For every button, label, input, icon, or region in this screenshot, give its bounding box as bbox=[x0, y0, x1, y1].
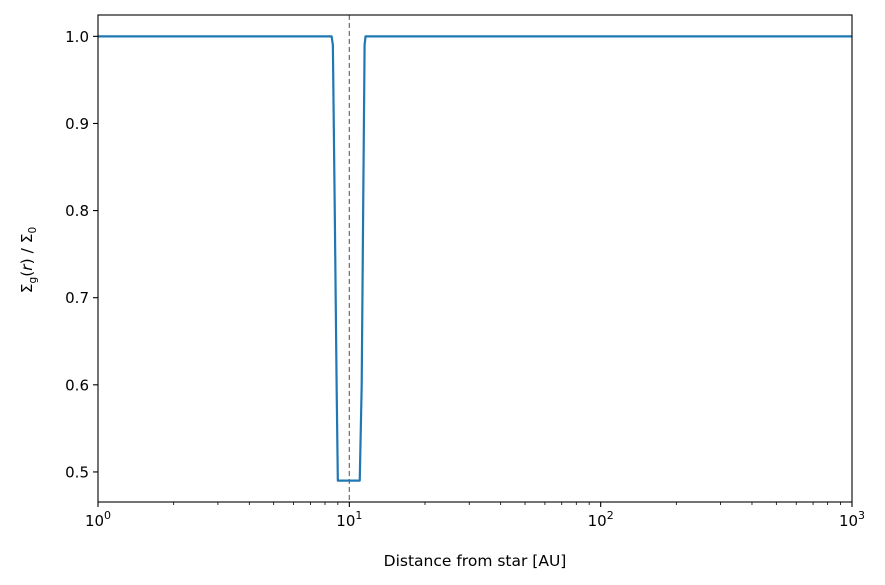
y-axis-label: Σg(r) / Σ0 bbox=[18, 227, 39, 294]
axes: 0.5 0.6 0.7 0.8 0.9 1.0 100 101 102 103 bbox=[65, 14, 865, 530]
plot-marks bbox=[98, 15, 852, 502]
y-tick-label: 1.0 bbox=[65, 28, 89, 46]
series-line-0 bbox=[98, 35, 852, 482]
plot-frame bbox=[97, 14, 853, 503]
x-tick-label: 101 bbox=[336, 509, 362, 530]
y-tick-label: 0.9 bbox=[65, 115, 89, 133]
x-tick-label: 103 bbox=[839, 509, 865, 530]
y-tick-label: 0.6 bbox=[65, 376, 89, 394]
y-tick-label: 0.8 bbox=[65, 202, 89, 220]
y-tick-label: 0.7 bbox=[65, 289, 89, 307]
x-axis-label: Distance from star [AU] bbox=[384, 552, 567, 570]
y-tick-label: 0.5 bbox=[65, 463, 89, 481]
x-tick-label: 100 bbox=[85, 509, 111, 530]
x-tick-label: 102 bbox=[588, 509, 614, 530]
